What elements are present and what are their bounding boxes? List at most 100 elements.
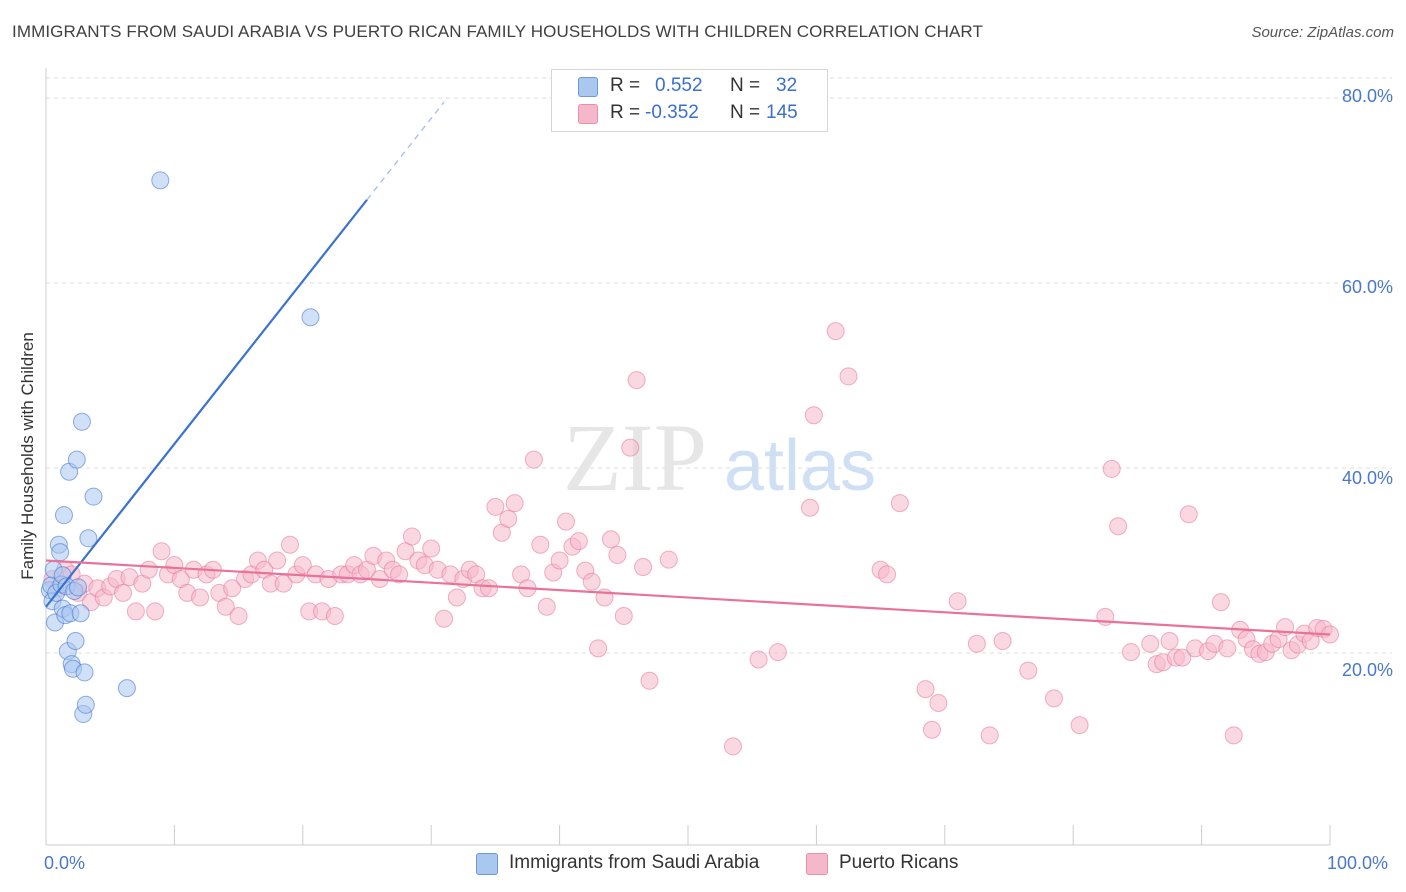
saudi-point: [71, 604, 90, 623]
puerto-rican-point: [293, 556, 312, 575]
puerto-rican-point: [1141, 634, 1160, 653]
puerto-rican-point: [878, 565, 897, 584]
puerto-rican-point: [1218, 639, 1237, 658]
puerto-rican-point: [486, 497, 505, 516]
puerto-rican-point: [929, 693, 948, 712]
puerto-rican-point: [1173, 648, 1192, 667]
x-tick-label-0: 0.0%: [44, 853, 86, 873]
chart-title: IMMIGRANTS FROM SAUDI ARABIA VS PUERTO R…: [12, 22, 983, 41]
puerto-rican-point: [614, 607, 633, 625]
legend-row-puerto-rican: R = -0.352 N = 145: [552, 101, 827, 127]
legend-r-label: R =: [610, 75, 641, 96]
puerto-rican-point: [1019, 661, 1038, 680]
puerto-rican-point: [479, 579, 498, 598]
puerto-rican-point: [627, 371, 646, 390]
puerto-rican-point: [826, 322, 845, 341]
puerto-rican-point: [114, 583, 133, 602]
puerto-rican-point: [993, 631, 1012, 650]
puerto-rican-point: [1211, 593, 1230, 612]
saudi-point: [151, 171, 170, 190]
saudi-point: [75, 663, 94, 682]
puerto-rican-point: [948, 592, 967, 611]
puerto-rican-point: [749, 650, 768, 669]
zipatlas-watermark: ZIP atlas: [563, 404, 876, 511]
legend-swatch-blue: [578, 77, 598, 97]
puerto-rican-point: [800, 498, 819, 517]
bottom-legend-swatch-blue: [476, 853, 498, 875]
y-tick-label-60: 60.0%: [1341, 277, 1393, 297]
puerto-rican-point: [447, 588, 466, 607]
puerto-rican-point: [582, 572, 601, 591]
saudi-point: [66, 631, 85, 650]
correlation-legend: R = 0.552 N = 32 R = -0.352 N = 145: [551, 69, 828, 132]
legend-n-value: 145: [766, 102, 798, 123]
puerto-rican-point: [890, 494, 909, 513]
puerto-rican-point: [1109, 517, 1128, 536]
puerto-rican-point: [601, 530, 620, 549]
bottom-legend-swatch-pink: [806, 853, 828, 875]
legend-row-saudi: R = 0.552 N = 32: [552, 74, 827, 100]
y-tick-label-40: 40.0%: [1341, 468, 1393, 488]
y-tick-label-20: 20.0%: [1341, 660, 1393, 680]
puerto-rican-point: [1224, 726, 1243, 745]
saudi-point: [51, 543, 70, 562]
saudi-point: [72, 412, 91, 431]
puerto-rican-point: [505, 494, 524, 513]
puerto-rican-point: [146, 602, 165, 621]
saudi-point: [67, 450, 86, 469]
puerto-rican-point: [499, 509, 518, 528]
puerto-rican-point: [402, 527, 421, 546]
puerto-rican-point: [557, 512, 576, 531]
puerto-rican-point: [659, 550, 678, 569]
puerto-rican-point: [223, 579, 242, 598]
puerto-rican-point: [1179, 505, 1198, 524]
puerto-rican-point: [1044, 689, 1063, 708]
bottom-legend-saudi: Immigrants from Saudi Arabia: [509, 852, 760, 873]
puerto-rican-point: [768, 643, 787, 662]
puerto-rican-point: [839, 367, 858, 386]
bottom-legend-puerto-rican: Puerto Ricans: [839, 852, 959, 873]
puerto-rican-point: [569, 532, 588, 551]
puerto-rican-point: [390, 565, 409, 584]
puerto-rican-point: [537, 597, 556, 616]
puerto-rican-point: [229, 607, 248, 625]
puerto-rican-point: [1070, 716, 1089, 735]
saudi-trend-extension: [366, 101, 445, 201]
puerto-rican-point: [922, 720, 941, 739]
source-label: Source: ZipAtlas.com: [1251, 24, 1394, 41]
puerto-rican-point: [980, 726, 999, 745]
saudi-point: [69, 578, 88, 597]
watermark-atlas: atlas: [724, 426, 876, 506]
puerto-rican-point: [531, 535, 550, 554]
legend-n-label: N =: [730, 75, 761, 96]
puerto-rican-point: [280, 535, 299, 554]
watermark-zip: ZIP: [563, 404, 707, 511]
puerto-rican-point: [126, 602, 145, 621]
puerto-rican-point: [152, 542, 171, 561]
puerto-rican-point: [325, 607, 344, 625]
legend-r-label: R =: [610, 102, 641, 123]
puerto-rican-point: [1102, 459, 1121, 478]
puerto-rican-point: [191, 588, 210, 607]
puerto-rican-point: [216, 597, 235, 616]
saudi-point: [79, 529, 98, 548]
legend-n-label: N =: [730, 102, 761, 123]
puerto-rican-point: [1121, 643, 1140, 662]
saudi-point: [54, 506, 73, 525]
puerto-rican-point: [621, 438, 640, 457]
puerto-rican-point: [268, 551, 287, 570]
saudi-point: [76, 695, 95, 714]
puerto-rican-point: [589, 639, 608, 658]
puerto-rican-point: [640, 671, 659, 690]
puerto-rican-point: [967, 634, 986, 653]
puerto-rican-point: [1160, 631, 1179, 650]
saudi-point: [84, 487, 103, 506]
puerto-rican-point: [723, 737, 742, 756]
y-tick-label-80: 80.0%: [1341, 86, 1393, 106]
puerto-rican-point: [608, 545, 627, 564]
puerto-rican-point: [435, 609, 454, 628]
legend-r-value: 0.552: [655, 75, 703, 96]
y-axis-label: Family Households with Children: [18, 332, 37, 580]
puerto-rican-point: [804, 406, 823, 425]
